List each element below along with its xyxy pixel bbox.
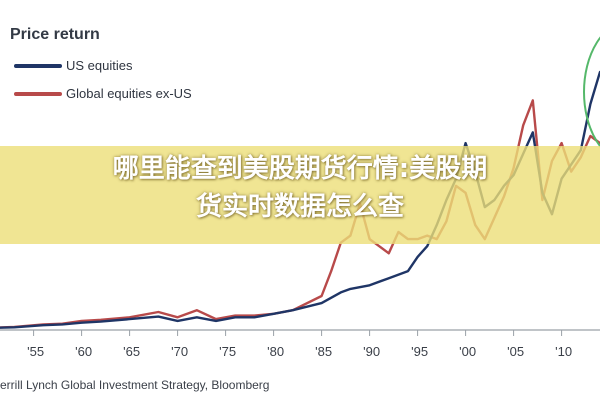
legend-swatch-global	[14, 91, 62, 96]
series-line-global-equities-ex-us	[0, 99, 600, 329]
overlay-line-2: 货实时数据怎么查	[195, 192, 404, 222]
overlay-banner	[0, 146, 600, 244]
legend-swatch-us	[14, 63, 62, 68]
legend-label-global: Global equities ex-US	[66, 86, 192, 101]
x-tick-label: '00	[459, 344, 476, 359]
legend-label-us: US equities	[66, 58, 133, 73]
x-tick-label: '05	[507, 344, 524, 359]
x-tick-label: '80	[267, 344, 284, 359]
overlay-text: 哪里能查到美股期货行情:美股期 货实时数据怎么查	[0, 150, 600, 226]
x-tick-label: '65	[123, 344, 140, 359]
x-tick-label: '90	[363, 344, 380, 359]
overlay-line-1: 哪里能查到美股期货行情:美股期	[112, 154, 488, 184]
source-note: errill Lynch Global Investment Strategy,…	[0, 378, 270, 392]
x-tick-label: '70	[171, 344, 188, 359]
legend-entry-us: US equities	[14, 58, 132, 73]
x-tick-label: '95	[411, 344, 428, 359]
highlight-ellipse	[583, 36, 600, 148]
x-tick-label: '60	[75, 344, 92, 359]
x-tick-label: '10	[555, 344, 572, 359]
chart-title: Price return	[10, 26, 100, 43]
x-tick-label: '55	[27, 344, 44, 359]
x-tick-label: '75	[219, 344, 236, 359]
x-tick-label: '85	[315, 344, 332, 359]
legend-entry-global: Global equities ex-US	[14, 86, 192, 101]
